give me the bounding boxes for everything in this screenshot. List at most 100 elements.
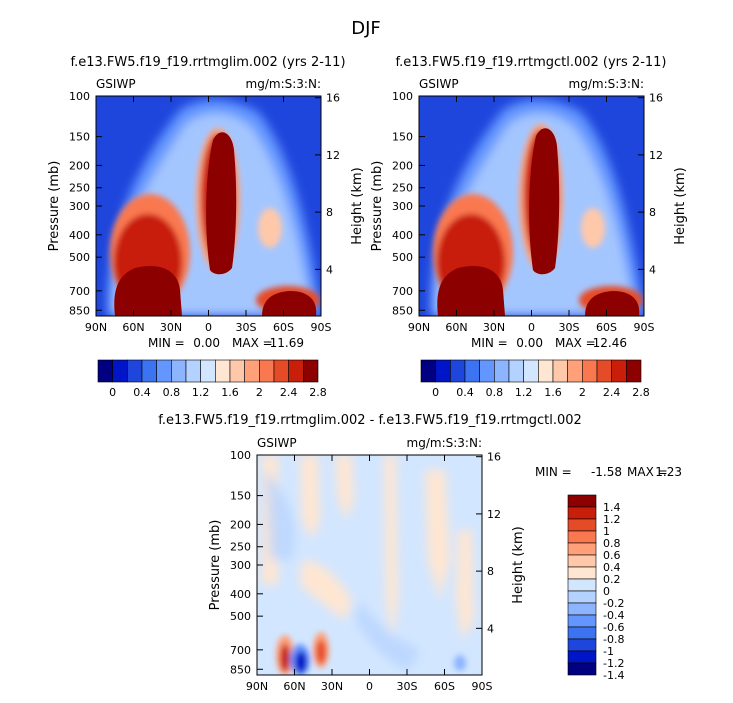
panel-3-title: f.e13.FW5.f19_f19.rrtmglim.002 - f.e13.F…	[158, 413, 582, 428]
x-tick-label: 30N	[321, 680, 343, 693]
y-tick-label: 250	[392, 182, 413, 195]
colorbar-swatch	[596, 359, 612, 383]
y-tick-label: 150	[69, 131, 90, 144]
x-tick-label: 90N	[246, 680, 268, 693]
colorbar-swatch	[567, 650, 597, 664]
panel-1-heatmap	[96, 96, 321, 316]
colorbar-swatch	[259, 359, 275, 383]
panel-3-axes: 90N 60N 30N 0 30S 60S 90S 100 150 200 250 300 400 500…	[208, 449, 526, 693]
colorbar-label: 2.4	[603, 386, 621, 399]
colorbar-swatch	[185, 359, 201, 383]
x-tick-label: 0	[205, 321, 212, 334]
colorbar-label: 0	[603, 585, 610, 598]
y-right-tick-label: 8	[326, 206, 333, 219]
y-tick-label: 300	[69, 200, 90, 213]
panel-1-colorbar: 0 0.4 0.8 1.2 1.6 2 2.4 2.8	[97, 359, 327, 399]
colorbar-label: 0	[432, 386, 439, 399]
y-tick-label: 300	[392, 200, 413, 213]
colorbar-swatch	[523, 359, 539, 383]
colorbar-label: -0.8	[603, 633, 624, 646]
y-tick-label: 250	[230, 541, 251, 554]
colorbar-swatch	[229, 359, 245, 383]
y-tick-label: 200	[69, 159, 90, 172]
colorbar-swatch	[611, 359, 627, 383]
colorbar-label: 2.8	[632, 386, 650, 399]
y-tick-label: 400	[69, 229, 90, 242]
panel-2-min-value: 0.00	[516, 336, 543, 350]
colorbar-swatch	[127, 359, 143, 383]
colorbar-label: 0.8	[163, 386, 181, 399]
colorbar-swatch	[141, 359, 157, 383]
x-tick-label: 60S	[596, 321, 617, 334]
y-tick-label: 200	[230, 518, 251, 531]
colorbar-swatch	[567, 359, 583, 383]
colorbar-swatch	[567, 590, 597, 604]
colorbar-swatch	[567, 494, 597, 508]
panel-1-variable-label: GSIWP	[96, 77, 136, 91]
colorbar-swatch	[567, 554, 597, 568]
y-right-tick-label: 4	[326, 263, 333, 276]
colorbar-label: 0.8	[603, 537, 621, 550]
panel-3-max-value: 1.23	[655, 465, 682, 479]
colorbar-swatch	[567, 566, 597, 580]
colorbar-swatch	[567, 578, 597, 592]
panel-2-max-value: 12.46	[593, 336, 627, 350]
colorbar-label: 0.2	[603, 573, 621, 586]
y-tick-label: 100	[230, 449, 251, 462]
panel-2-axes: 90N 60N 30N 0 30S 60S 90S 100 150 200 250 300 400 500…	[370, 90, 688, 334]
colorbar-label: 2.4	[280, 386, 298, 399]
x-tick-label: 30S	[397, 680, 418, 693]
colorbar-label: -1.4	[603, 669, 624, 682]
x-tick-label: 60N	[122, 321, 144, 334]
panel-3-min-value: -1.58	[591, 465, 622, 479]
panel-1-min-label: MIN =	[148, 336, 185, 350]
y-tick-label: 150	[230, 490, 251, 503]
x-tick-label: 60S	[434, 680, 455, 693]
y-right-axis-label: Height (km)	[673, 167, 688, 244]
y-right-tick-label: 16	[649, 92, 663, 105]
colorbar-swatch	[626, 359, 642, 383]
colorbar-swatch	[567, 602, 597, 616]
colorbar-label: 1.6	[544, 386, 562, 399]
x-tick-label: 0	[528, 321, 535, 334]
colorbar-swatch	[450, 359, 466, 383]
colorbar-swatch	[567, 626, 597, 640]
colorbar-swatch	[200, 359, 216, 383]
colorbar-swatch	[567, 662, 597, 676]
y-right-tick-label: 12	[487, 508, 501, 521]
colorbar-swatch	[538, 359, 554, 383]
y-right-tick-label: 16	[487, 451, 501, 464]
colorbar-swatch	[171, 359, 187, 383]
panel-2-max-label: MAX =	[555, 336, 596, 350]
panel-1: f.e13.FW5.f19_f19.rrtmglim.002 (yrs 2-11…	[47, 55, 365, 399]
colorbar-swatch	[112, 359, 128, 383]
colorbar-label: -0.6	[603, 621, 624, 634]
x-tick-label: 90N	[408, 321, 430, 334]
colorbar-label: 0.4	[456, 386, 474, 399]
colorbar-label: 1	[603, 525, 610, 538]
y-tick-label: 250	[69, 182, 90, 195]
y-right-tick-label: 12	[649, 149, 663, 162]
y-tick-label: 150	[392, 131, 413, 144]
colorbar-swatch	[435, 359, 451, 383]
colorbar-swatch	[508, 359, 524, 383]
y-right-axis-label: Height (km)	[350, 167, 365, 244]
x-tick-label: 90S	[634, 321, 655, 334]
colorbar-label: 0.8	[486, 386, 504, 399]
colorbar-swatch	[552, 359, 568, 383]
colorbar-swatch	[567, 518, 597, 532]
panel-2-colorbar: 0 0.4 0.8 1.2 1.6 2 2.4 2.8	[420, 359, 650, 399]
y-axis-label: Pressure (mb)	[370, 161, 385, 252]
colorbar-swatch	[420, 359, 436, 383]
y-tick-label: 400	[392, 229, 413, 242]
colorbar-label: 1.2	[515, 386, 533, 399]
x-tick-label: 30S	[236, 321, 257, 334]
y-right-tick-label: 8	[487, 565, 494, 578]
x-tick-label: 90N	[85, 321, 107, 334]
panel-3-min-label: MIN =	[535, 465, 572, 479]
colorbar-label: 2	[579, 386, 586, 399]
panel-3-variable-label: GSIWP	[257, 436, 297, 450]
y-right-tick-label: 16	[326, 92, 340, 105]
panel-2-variable-label: GSIWP	[419, 77, 459, 91]
